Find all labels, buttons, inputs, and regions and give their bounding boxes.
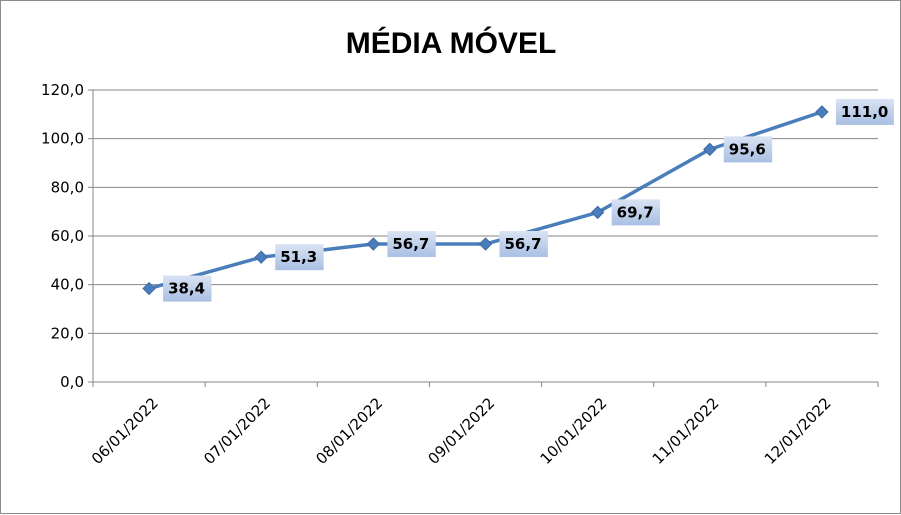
y-tick-label: 80,0 [51, 178, 84, 196]
data-label-box [835, 98, 894, 125]
x-tick-label: 06/01/2022 [88, 394, 162, 468]
data-label: 69,7 [617, 203, 654, 221]
data-label-box [499, 231, 548, 258]
data-label-box [611, 199, 661, 226]
data-label: 111,0 [841, 103, 888, 121]
data-label: 95,6 [729, 140, 766, 158]
x-tick-label: 09/01/2022 [424, 394, 498, 468]
data-label-box [275, 244, 324, 271]
data-label-box [723, 136, 773, 163]
data-point-marker [815, 105, 829, 119]
data-label: 56,7 [505, 235, 542, 253]
data-point-marker [590, 205, 605, 220]
data-label-box [163, 275, 212, 302]
x-tick-label: 11/01/2022 [649, 394, 723, 468]
y-tick-label: 60,0 [51, 227, 84, 245]
y-tick-label: 100,0 [41, 130, 84, 148]
data-point-marker [703, 142, 717, 157]
x-tick-label: 10/01/2022 [537, 394, 611, 468]
data-label: 56,7 [392, 235, 429, 253]
data-point-marker [142, 281, 156, 296]
data-label: 51,3 [280, 248, 317, 266]
x-tick-label: 12/01/2022 [761, 394, 835, 468]
grid-lines [93, 89, 878, 334]
series-line [142, 105, 829, 296]
data-labels: 38,4 51,3 56,7 56,7 69,7 95,6 111,0 [163, 98, 894, 302]
data-point-marker [366, 237, 381, 251]
data-point-marker [254, 250, 268, 264]
y-tick-label: 0,0 [60, 373, 84, 391]
y-tick-label: 20,0 [51, 324, 84, 342]
chart-title: MÉDIA MÓVEL [346, 26, 557, 60]
x-tick-label: 07/01/2022 [200, 394, 274, 468]
y-tick-label: 40,0 [51, 276, 84, 294]
x-tick-label: 08/01/2022 [312, 394, 386, 468]
data-label: 38,4 [168, 280, 205, 298]
y-tick-label: 120,0 [41, 81, 84, 99]
data-label-box [387, 231, 436, 258]
data-point-marker [478, 237, 493, 251]
